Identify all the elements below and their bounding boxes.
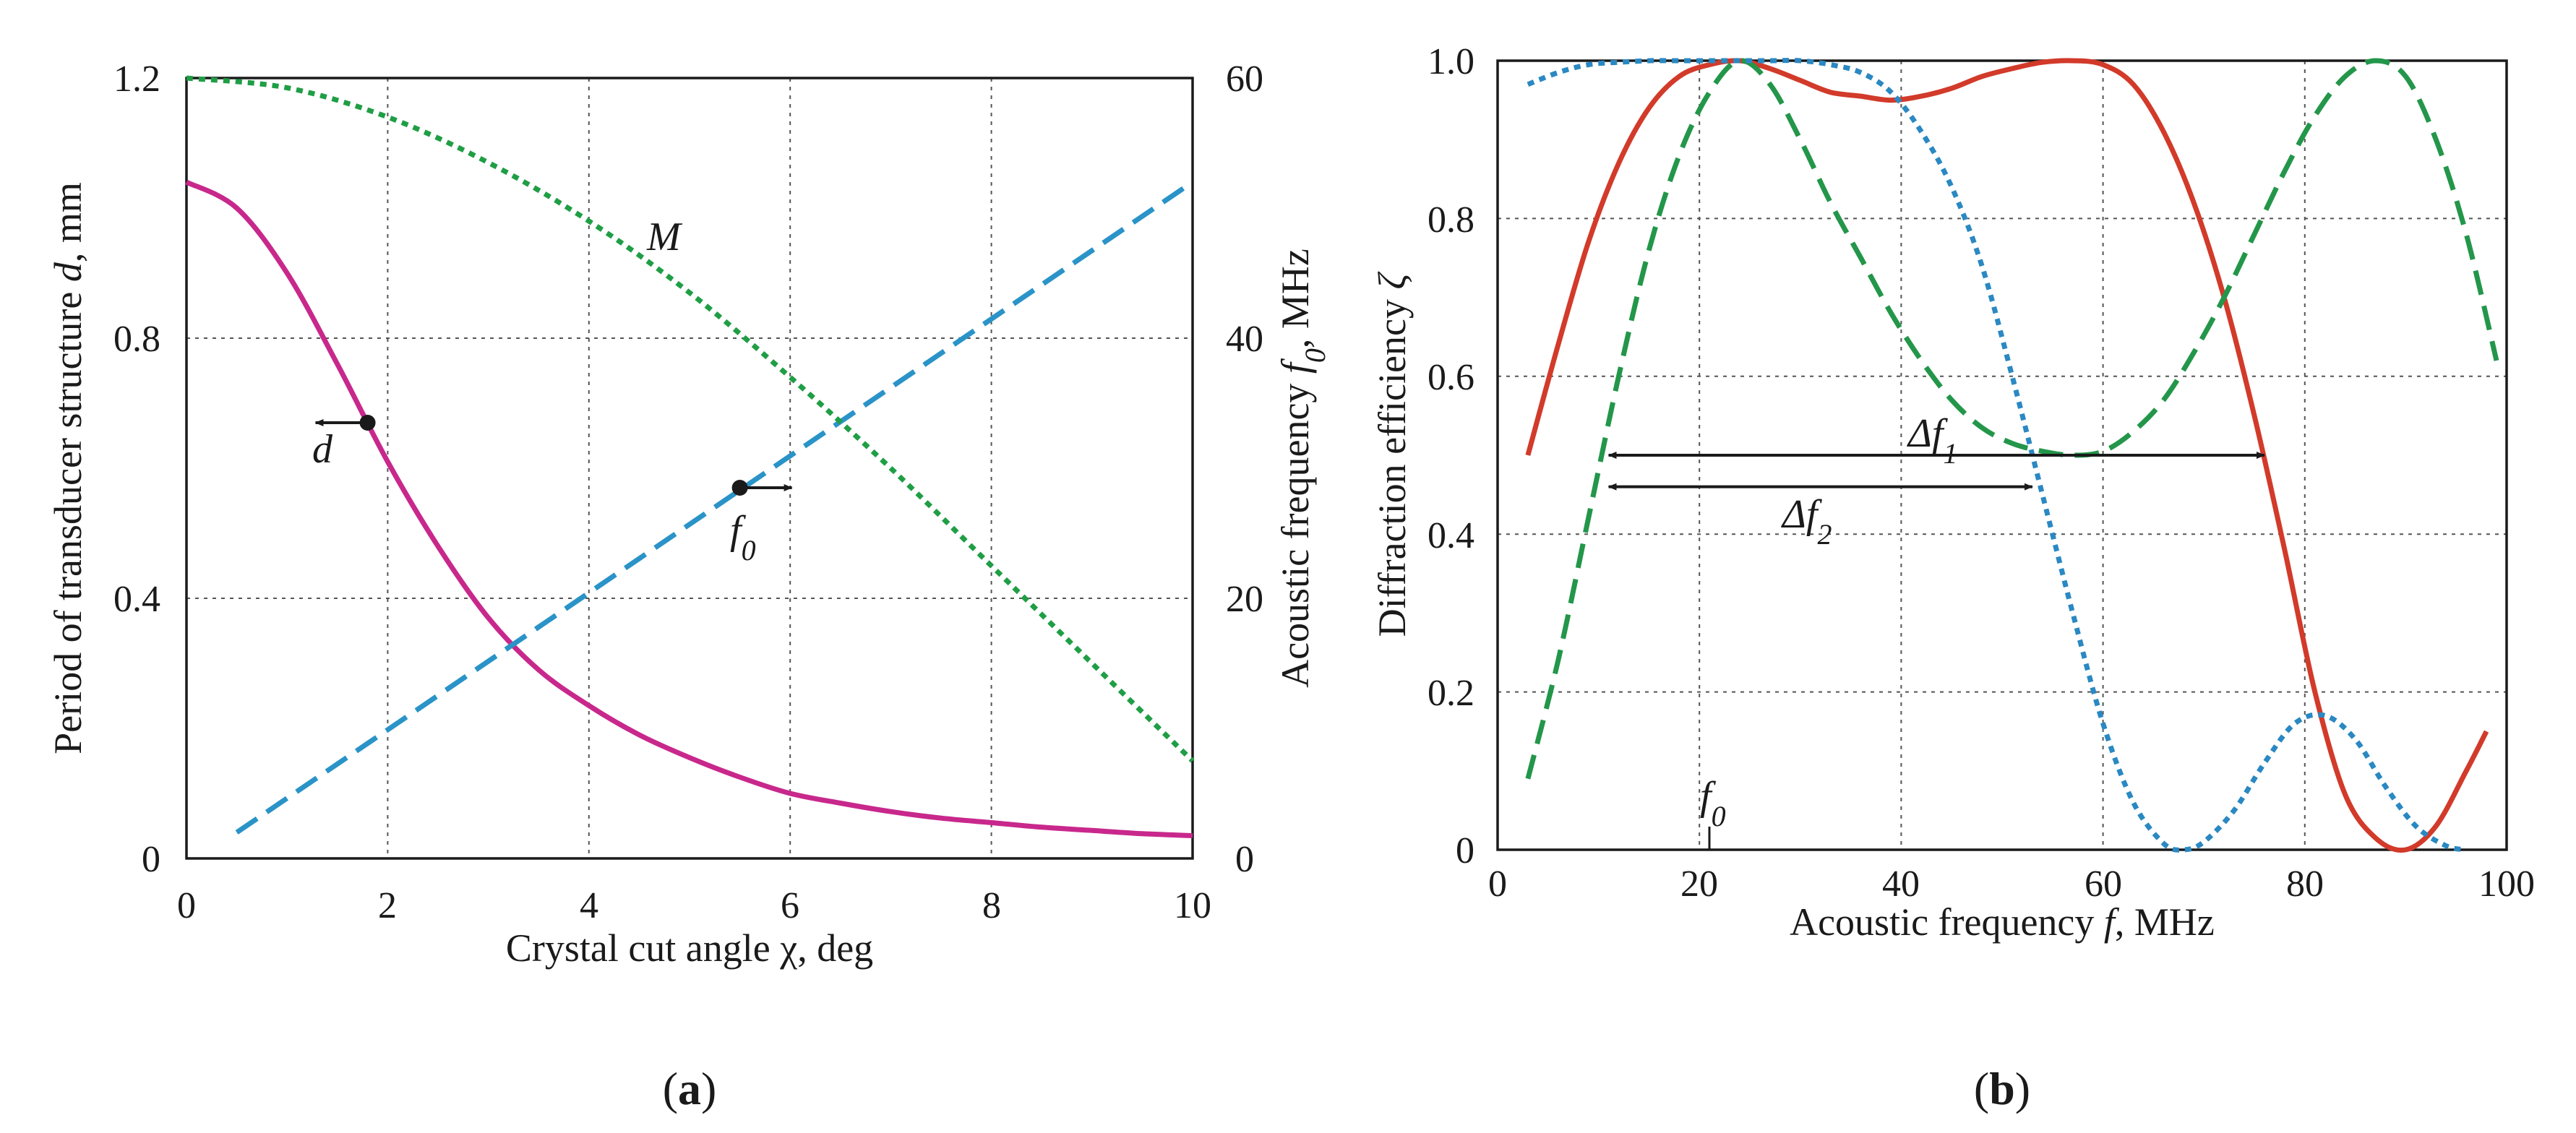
chart-b-series-red — [1525, 58, 2489, 853]
chart-b-x-tick: 0 — [1488, 863, 1507, 905]
chart-b-y-tick: 0.4 — [1427, 515, 1474, 556]
chart-b-y-tick: 0 — [1456, 830, 1474, 871]
chart-a-x-tick: 0 — [177, 885, 196, 926]
chart-b-y-axis-label: Diffraction efficiency ζ — [1370, 272, 1414, 637]
chart-a-y-left-axis-label: Period of transducer structure d, mm — [46, 182, 90, 754]
chart-a-grid — [186, 78, 1193, 858]
chart-a-y-right-tick: 20 — [1226, 579, 1263, 620]
chart-a-y-right-axis-label: Acoustic frequency f0, MHz — [1274, 249, 1331, 688]
chart-a-x-tick: 8 — [982, 885, 1001, 926]
chart-a-series-f0 — [235, 180, 1194, 835]
chart-a-M-label: M — [646, 215, 683, 259]
chart-a-marker-dot-d — [359, 415, 376, 431]
chart-a-x-tick: 10 — [1174, 885, 1211, 926]
chart-b-f0-label: f0 — [1700, 774, 1726, 832]
chart-a-f0-label: f0 — [730, 508, 756, 566]
chart-a-x-tick: 4 — [580, 885, 598, 926]
chart-a-y-left-tick: 0.4 — [113, 579, 160, 620]
chart-a-y-left-tick: 0 — [142, 839, 160, 880]
chart-b-x-tick: 80 — [2286, 863, 2324, 905]
chart-b-plot-frame — [1496, 59, 2508, 851]
chart-a-y-left-tick: 1.2 — [113, 59, 160, 100]
chart-b-series-green — [1525, 58, 2499, 780]
chart-b-x-tick: 100 — [2478, 863, 2535, 905]
chart-a-y-left-tick-labels: 0 0.4 0.8 1.2 — [113, 59, 160, 880]
chart-b-x-axis-label: Acoustic frequency f, MHz — [1790, 900, 2215, 944]
chart-a-series-d — [185, 179, 1193, 838]
chart-a-series-m — [186, 75, 1195, 763]
chart-a-y-left-tick: 0.8 — [113, 319, 160, 360]
chart-b-x-tick: 60 — [2085, 863, 2122, 905]
chart-b-grid — [1498, 61, 2507, 850]
chart-b-y-tick: 0.6 — [1427, 357, 1474, 398]
chart-b-range-arrows — [1607, 452, 2265, 491]
chart-a-y-right-tick: 0 — [1235, 839, 1254, 880]
chart-b-y-tick-labels: 0 0.2 0.4 0.6 0.8 1.0 — [1427, 41, 1474, 871]
chart-a-y-right-tick: 40 — [1226, 319, 1263, 360]
chart-a-x-axis-label: Crystal cut angle χ, deg — [506, 926, 873, 970]
chart-b-series-blue — [1527, 58, 2467, 853]
chart-b-delta-f2-label: Δf2 — [1781, 492, 1832, 551]
chart-b-y-tick: 0.8 — [1427, 199, 1474, 241]
chart-a-y-right-tick: 60 — [1226, 59, 1263, 100]
caption-a: (a) — [663, 1063, 717, 1114]
chart-b-y-tick: 0.2 — [1427, 673, 1474, 714]
chart-a-plot-frame — [185, 77, 1194, 860]
chart-a-marker-dot-f0 — [731, 480, 748, 496]
chart-b-x-tick: 20 — [1680, 863, 1718, 905]
chart-a: 0 2 4 6 8 10 0 0.4 0.8 1.2 0 20 40 60 Cr… — [46, 59, 1331, 970]
chart-a-markers — [314, 415, 793, 496]
chart-a-x-tick: 2 — [378, 885, 397, 926]
chart-a-x-tick-labels: 0 2 4 6 8 10 — [177, 885, 1211, 926]
chart-b-y-tick: 1.0 — [1427, 41, 1474, 82]
chart-a-x-tick: 6 — [781, 885, 799, 926]
chart-b-series-group — [1525, 58, 2499, 853]
chart-a-series-group — [185, 75, 1195, 838]
chart-b-x-tick-labels: 0 20 40 60 80 100 — [1488, 863, 2535, 905]
chart-b-delta-f1-label: Δf1 — [1907, 411, 1957, 470]
chart-b: 0 20 40 60 80 100 0 0.2 0.4 0.6 0.8 1.0 … — [1370, 41, 2535, 944]
chart-a-d-label: d — [312, 427, 333, 472]
chart-b-x-tick: 40 — [1882, 863, 1920, 905]
chart-a-y-right-tick-labels: 0 20 40 60 — [1226, 59, 1263, 880]
caption-b: (b) — [1974, 1063, 2030, 1114]
